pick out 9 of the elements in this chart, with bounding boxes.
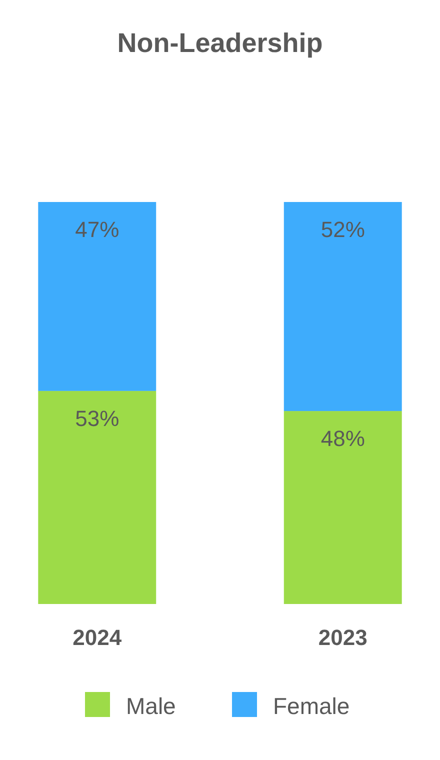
data-label: 48%	[320, 426, 365, 452]
chart-title: Non-Leadership	[117, 28, 323, 58]
data-label: 47%	[75, 217, 120, 242]
data-label: 52%	[320, 217, 365, 242]
data-label: 53%	[75, 406, 120, 431]
x-tick-label: 2024	[72, 625, 122, 650]
legend-label: Male	[126, 693, 176, 719]
x-tick-label: 2023	[318, 625, 368, 650]
legend-label: Female	[273, 693, 350, 719]
